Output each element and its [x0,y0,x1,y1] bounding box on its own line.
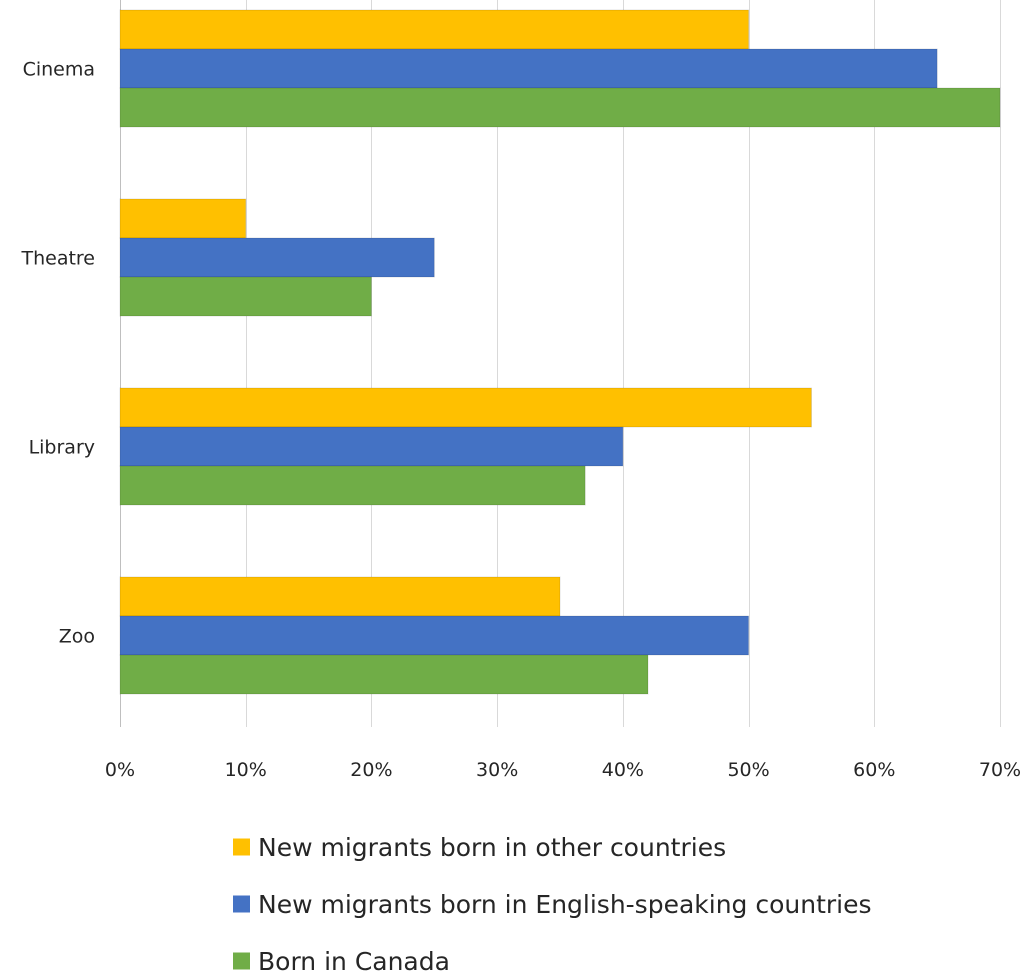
x-tick-label: 0% [105,759,135,781]
bar-library-series-2 [119,426,624,467]
category-label-theatre: Theatre [20,248,95,270]
category-labels: Cinema Theatre Library Zoo [20,59,95,648]
bar-theatre-series-3 [119,276,372,317]
bars [119,9,1001,695]
category-label-cinema: Cinema [23,59,95,81]
legend-swatch-2 [233,895,250,913]
bar-theatre-series-1 [119,198,247,239]
legend-swatch-3 [233,952,250,970]
bar-cinema-series-3 [119,87,1001,128]
x-tick-label: 30% [476,759,518,781]
category-label-zoo: Zoo [59,626,95,648]
bar-cinema-series-2 [119,48,938,89]
legend-label-2: New migrants born in English-speaking co… [258,890,872,919]
category-label-library: Library [29,437,95,459]
legend: New migrants born in other countries New … [233,833,872,973]
bar-cinema-series-1 [119,9,750,50]
x-tick-label: 20% [350,759,392,781]
x-tick-label: 70% [979,759,1021,781]
bar-library-series-3 [119,465,586,506]
bar-zoo-series-1 [119,576,561,617]
x-tick-label: 40% [602,759,644,781]
bar-theatre-series-2 [119,237,435,278]
bar-zoo-series-2 [119,615,750,656]
legend-label-3: Born in Canada [258,947,450,973]
x-tick-label: 50% [727,759,769,781]
x-tick-label: 10% [225,759,267,781]
bar-library-series-1 [119,387,812,428]
bar-zoo-series-3 [119,654,649,695]
legend-label-1: New migrants born in other countries [258,833,726,862]
x-axis-ticks: 0% 10% 20% 30% 40% 50% 60% 70% [105,759,1021,781]
legend-swatch-1 [233,838,250,856]
x-tick-label: 60% [853,759,895,781]
